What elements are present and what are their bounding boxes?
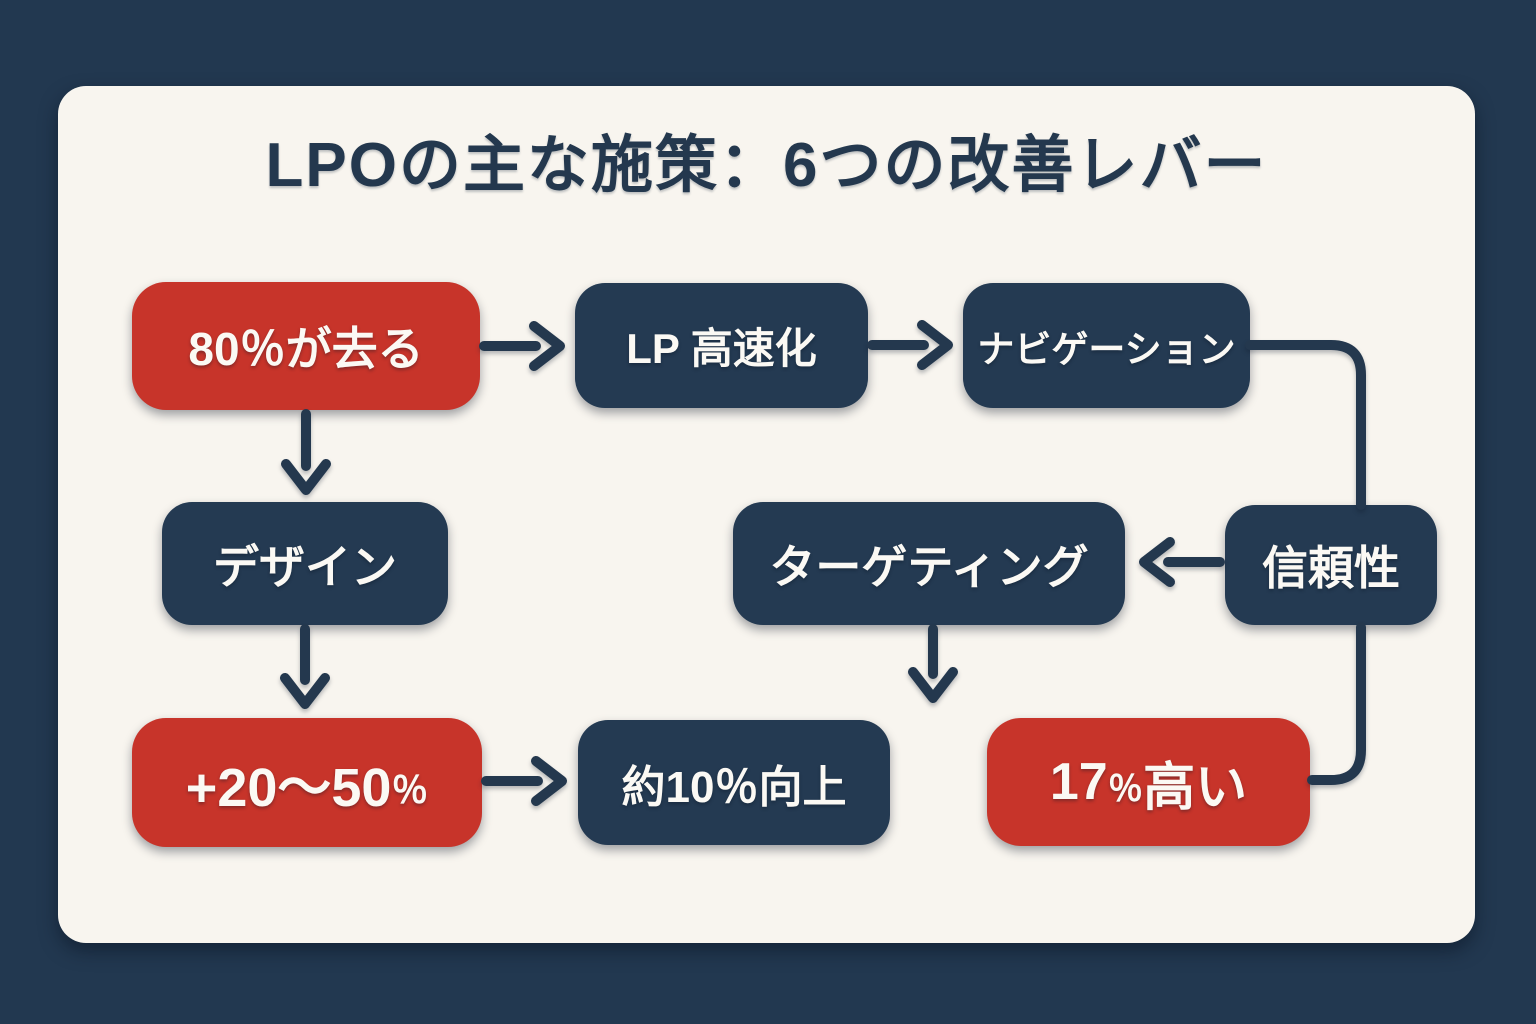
node-uplift-rate-value: +20〜50 xyxy=(185,758,392,818)
card-panel: LPOの主な施策：6つの改善レバー 80％が去る LP 高速化 ナビゲーション … xyxy=(58,86,1475,943)
node-trust-label: 信頼性 xyxy=(1262,542,1400,594)
node-targeting-label: ターゲティング xyxy=(769,540,1089,593)
node-uplift-rate-percent: ％ xyxy=(391,770,429,812)
node-trust: 信頼性 xyxy=(1225,505,1437,625)
node-higher-rate-value: 17 xyxy=(1049,753,1108,811)
node-navigation-label: ナビゲーション xyxy=(977,328,1236,370)
node-design: デザイン xyxy=(162,502,448,625)
node-navigation: ナビゲーション xyxy=(963,283,1250,408)
node-targeting: ターゲティング xyxy=(733,502,1125,625)
node-higher-rate: 17 ％高い xyxy=(987,718,1310,846)
node-higher-rate-text: 高い xyxy=(1143,758,1248,817)
node-uplift-rate: +20〜50 ％ xyxy=(132,718,482,847)
node-design-label: デザイン xyxy=(213,540,397,593)
node-lp-speedup-label: LP 高速化 xyxy=(626,325,817,372)
node-improvement-label: 約10％向上 xyxy=(621,762,847,812)
page-title: LPOの主な施策：6つの改善レバー xyxy=(265,131,1268,200)
node-improvement: 約10％向上 xyxy=(578,720,890,845)
node-lp-speedup: LP 高速化 xyxy=(575,283,868,408)
node-leave-rate-label: 80％が去る xyxy=(188,323,424,375)
node-leave-rate: 80％が去る xyxy=(132,282,480,410)
node-higher-rate-percent: ％ xyxy=(1107,769,1144,809)
